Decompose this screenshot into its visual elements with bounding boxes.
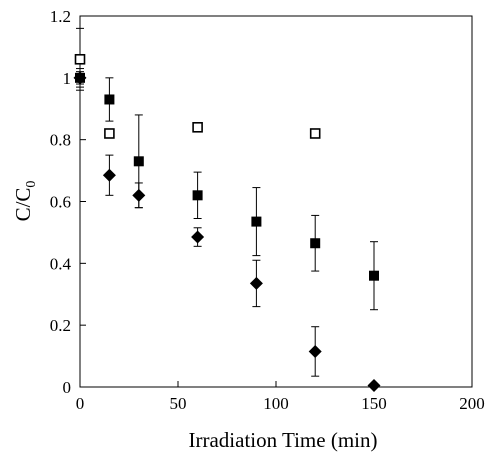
data-point-filled-square [251,216,262,227]
y-tick-label: 0 [63,378,72,397]
data-point-filled-diamond [73,71,87,85]
series-filled-diamond [73,71,381,392]
data-point-filled-square [310,238,321,249]
y-axis-ticks: 0 0.2 0.4 0.6 0.8 1 1.2 [50,7,86,397]
x-tick-label: 150 [361,394,387,413]
x-tick-label: 0 [76,394,85,413]
y-tick-label: 0.6 [50,193,71,212]
y-tick-label: 0.2 [50,316,71,335]
x-axis-title: Irradiation Time (min) [189,428,378,452]
y-tick-label: 0.4 [50,254,72,273]
data-point-filled-diamond [249,276,263,290]
y-axis-title: C/C0 [11,181,39,222]
x-tick-label: 50 [170,394,187,413]
y-tick-label: 1 [63,69,72,88]
y-tick-label: 0.8 [50,131,71,150]
x-tick-label: 100 [263,394,289,413]
data-point-open-square [74,53,86,65]
data-point-filled-diamond [308,344,322,358]
data-point-filled-diamond [102,168,116,182]
data-point-filled-square [369,270,379,281]
data-point-open-square [309,128,321,139]
data-point-filled-diamond [191,230,205,244]
x-axis-ticks: 0 50 100 150 200 [76,381,485,413]
data-point-open-square [192,122,203,133]
data-point-filled-square [133,156,144,167]
y-tick-label: 1.2 [50,7,71,26]
data-point-filled-diamond [367,378,381,392]
series-open-square [74,27,321,139]
data-point-filled-square [104,94,115,105]
data-point-filled-square [192,190,203,201]
y-axis-title-subscript: 0 [24,181,39,188]
y-axis-title-main: C/C [11,188,35,222]
data-point-open-square [104,128,115,139]
x-tick-label: 200 [459,394,485,413]
series-filled-square [75,68,379,311]
data-point-filled-diamond [132,188,146,202]
series-layer [73,27,381,392]
